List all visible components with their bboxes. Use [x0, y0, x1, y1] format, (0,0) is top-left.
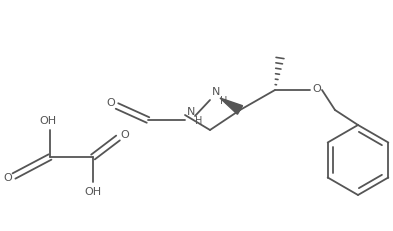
Text: O: O: [4, 173, 12, 183]
Text: OH: OH: [84, 187, 101, 197]
Polygon shape: [220, 98, 242, 114]
Text: OH: OH: [39, 116, 57, 126]
Text: O: O: [312, 84, 321, 94]
Text: H: H: [220, 96, 228, 106]
Text: H: H: [195, 116, 203, 126]
Text: O: O: [107, 98, 116, 108]
Text: O: O: [121, 130, 129, 140]
Text: N: N: [187, 107, 195, 117]
Text: N: N: [212, 87, 220, 97]
